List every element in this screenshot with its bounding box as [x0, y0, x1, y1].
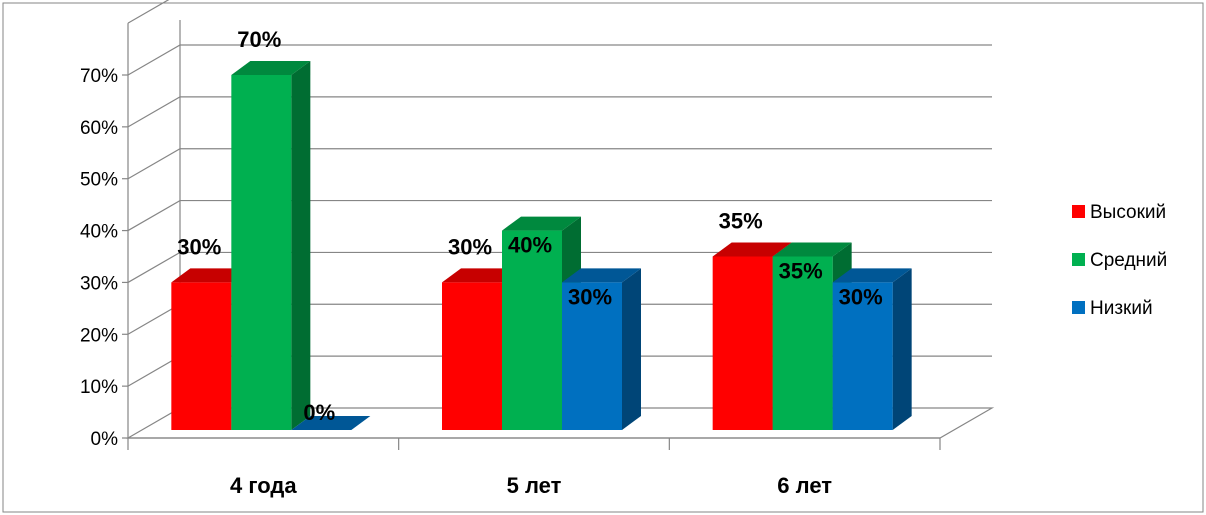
data-label: 70%: [237, 27, 281, 52]
y-tick-label: 30%: [80, 273, 118, 294]
gridline: [127, 199, 992, 232]
gridline: [127, 44, 992, 76]
bar: [291, 416, 371, 430]
bar-front: [832, 282, 893, 430]
bar-top: [291, 416, 371, 430]
bar-side: [291, 61, 311, 430]
legend-swatch: [1072, 301, 1085, 314]
gridlines: [127, 0, 992, 387]
y-tick-label: 40%: [80, 222, 118, 243]
gridline: [127, 148, 992, 180]
bar-front: [562, 282, 622, 430]
bar-front: [712, 256, 773, 430]
legend-swatch: [1072, 205, 1085, 218]
y-tick-label: 50%: [80, 170, 118, 191]
bar-top: [171, 268, 251, 283]
bar-front: [502, 230, 562, 430]
bar-top: [442, 268, 521, 283]
data-label: 30%: [839, 284, 883, 309]
x-tick-label: 5 лет: [507, 473, 562, 498]
bar-top: [712, 242, 792, 257]
legend-label: Высокий: [1090, 202, 1166, 223]
bar-front: [231, 75, 292, 430]
data-label: 30%: [448, 234, 492, 259]
bar: [231, 61, 311, 430]
y-tick-label: 60%: [80, 118, 118, 139]
x-axis-ticks: 4 года 5 лет 6 лет: [127, 438, 941, 498]
data-label: 30%: [177, 234, 221, 259]
data-labels: 30% 70% 0% 30% 40% 30% 35% 35% 30%: [177, 27, 882, 425]
y-tick-label: 20%: [80, 325, 118, 346]
bar-top: [772, 242, 852, 257]
data-label: 40%: [508, 233, 552, 258]
legend-label: Средний: [1090, 250, 1167, 271]
bar-top: [562, 268, 641, 283]
data-label: 35%: [719, 209, 763, 234]
y-tick-label: 0%: [91, 429, 119, 450]
y-axis-ticks: 0% 10% 20% 30% 40% 50% 60% 70%: [80, 66, 128, 450]
bar-front: [171, 282, 232, 430]
legend-swatch: [1072, 253, 1085, 266]
y-tick-label: 70%: [80, 66, 118, 87]
gridline: [127, 0, 170, 24]
data-label: 35%: [779, 259, 823, 284]
data-label: 0%: [303, 400, 335, 425]
bar-side: [622, 268, 641, 430]
bar-side: [892, 268, 912, 430]
bar-front: [442, 282, 502, 430]
y-tick-label: 10%: [80, 377, 118, 398]
bar: [832, 268, 912, 430]
x-tick-label: 6 лет: [777, 473, 832, 498]
bar-front: [772, 256, 833, 430]
bar: [562, 268, 641, 430]
legend-label: Низкий: [1090, 298, 1153, 319]
data-label: 30%: [568, 284, 612, 309]
gridline: [127, 96, 992, 128]
legend: Высокий Средний Низкий: [1072, 202, 1167, 319]
bar-top: [502, 216, 581, 231]
bar-top: [832, 268, 912, 283]
x-tick-label: 4 года: [230, 473, 297, 498]
bars: [171, 61, 912, 430]
bar-top: [231, 61, 311, 75]
